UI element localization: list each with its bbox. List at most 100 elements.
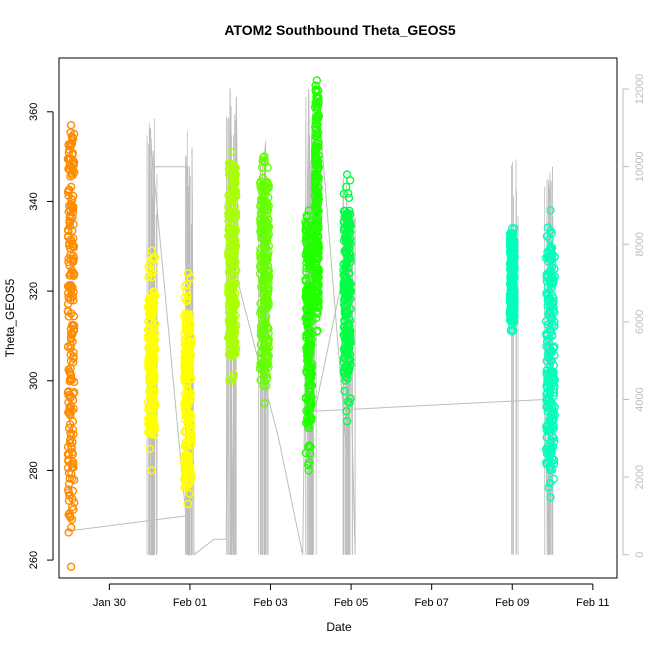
data-point — [547, 366, 556, 376]
data-point — [69, 404, 78, 414]
data-point — [180, 363, 189, 373]
data-point — [257, 229, 266, 238]
data-point — [344, 319, 353, 328]
data-point — [226, 203, 236, 213]
data-point — [341, 292, 350, 301]
data-point — [547, 263, 557, 272]
data-point — [183, 451, 192, 461]
y-tick-label: 280 — [28, 461, 40, 479]
data-point — [261, 315, 270, 324]
data-point — [506, 238, 515, 248]
data-point-min — [147, 466, 156, 475]
y-tick-label: 360 — [28, 103, 40, 121]
data-point — [304, 359, 313, 369]
data-point — [312, 130, 321, 140]
data-point — [66, 295, 75, 305]
data-point-max — [66, 120, 76, 130]
data-point — [66, 172, 75, 181]
x-tick-label: Feb 09 — [495, 597, 529, 609]
data-point — [544, 353, 553, 363]
data-point — [543, 421, 552, 430]
data-point — [64, 231, 73, 241]
data-point — [542, 331, 551, 340]
data-point — [184, 435, 193, 444]
data-point — [548, 416, 557, 426]
data-point — [304, 333, 314, 343]
data-point — [506, 281, 515, 290]
x-tick-label: Feb 01 — [173, 597, 207, 609]
data-point — [342, 236, 351, 246]
axes-layer: Jan 30 Feb 01 Feb 03 Feb 05 Feb 07 Feb 09 Feb … — [28, 57, 646, 609]
data-point — [260, 237, 269, 247]
data-point — [259, 196, 269, 205]
data-point — [346, 234, 355, 243]
data-point — [64, 488, 73, 497]
data-point — [255, 249, 265, 258]
data-point — [343, 374, 352, 383]
data-point — [150, 342, 159, 352]
data-point — [69, 159, 78, 168]
data-point — [224, 308, 234, 317]
data-point — [182, 384, 192, 394]
data-point — [229, 278, 239, 287]
data-point — [150, 430, 159, 440]
data-point — [344, 193, 354, 203]
data-point — [256, 349, 266, 358]
data-point — [264, 278, 273, 287]
data-point — [262, 243, 271, 252]
data-point — [341, 182, 351, 192]
data-point — [147, 334, 156, 343]
data-point — [146, 360, 156, 369]
data-point — [146, 317, 155, 327]
data-point — [548, 368, 558, 377]
x-axis-label: Date — [326, 620, 352, 634]
data-point — [314, 157, 323, 167]
data-point — [66, 281, 76, 290]
data-point — [342, 302, 351, 312]
chart-title: ATOM2 Southbound Theta_GEOS5 — [224, 22, 455, 38]
data-point — [263, 275, 273, 284]
data-point — [149, 352, 159, 361]
data-point — [230, 187, 240, 197]
data-point — [304, 405, 313, 414]
data-point — [314, 222, 323, 231]
data-point — [146, 294, 155, 303]
data-point — [507, 266, 516, 276]
data-point — [146, 299, 156, 308]
data-point — [313, 212, 323, 222]
data-point — [65, 369, 75, 378]
data-point — [345, 364, 354, 373]
data-point — [185, 489, 194, 498]
data-point — [313, 301, 322, 310]
data-point — [312, 115, 321, 124]
data-point — [186, 409, 195, 419]
data-point-min — [183, 499, 193, 509]
data-point — [64, 528, 73, 537]
data-point — [345, 350, 355, 359]
data-point-max — [227, 147, 237, 157]
data-point — [548, 455, 557, 464]
data-point — [314, 94, 323, 104]
y-tick-label: 340 — [28, 192, 40, 210]
data-point — [183, 291, 192, 300]
data-point — [144, 316, 153, 325]
data-point — [182, 373, 192, 382]
data-point-max — [147, 246, 156, 256]
data-point — [225, 214, 235, 223]
data-point — [67, 474, 77, 483]
data-point — [508, 326, 518, 335]
data-point — [145, 444, 155, 454]
data-point — [342, 293, 351, 302]
data-point — [313, 187, 322, 196]
data-point — [547, 313, 557, 322]
data-point — [314, 239, 323, 248]
data-point — [261, 189, 270, 199]
data-point — [146, 376, 156, 386]
data-point — [506, 270, 515, 279]
data-point — [145, 385, 155, 394]
data-point — [258, 306, 267, 316]
data-point — [345, 354, 354, 363]
data-point — [69, 269, 79, 279]
